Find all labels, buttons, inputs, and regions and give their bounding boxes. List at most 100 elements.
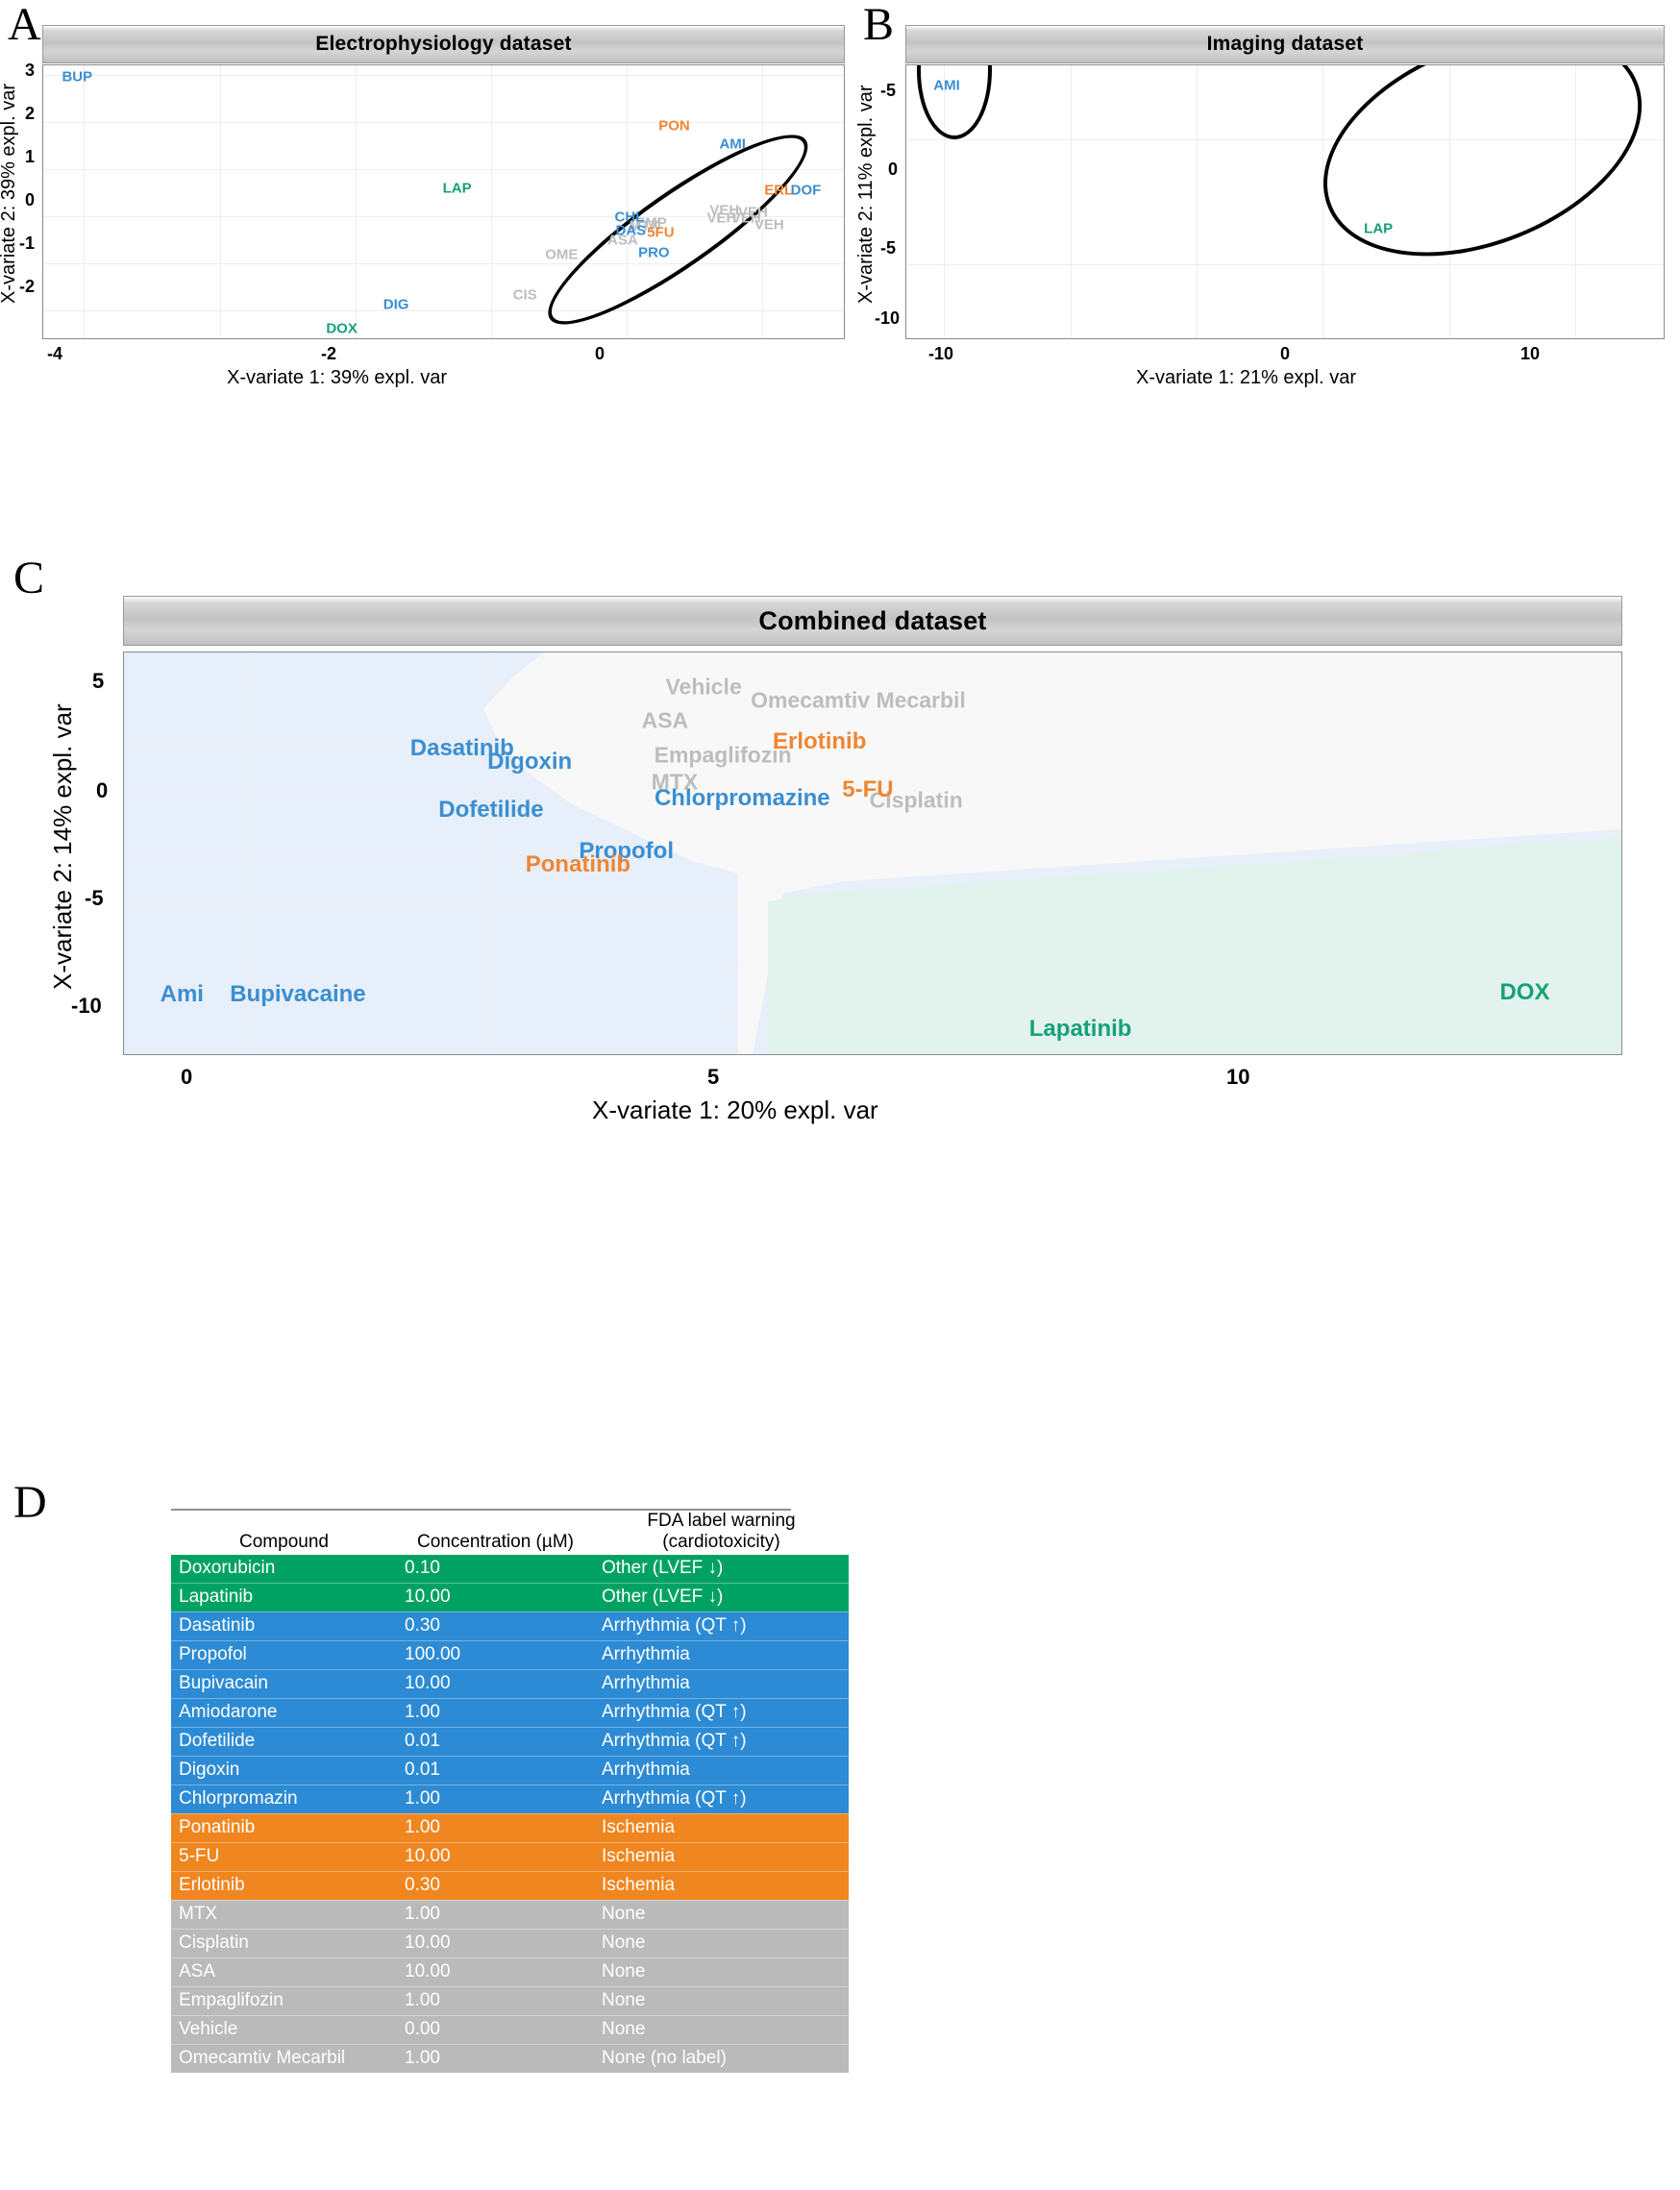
panel-letter-c: C: [13, 553, 45, 603]
cell-compound: Doxorubicin: [171, 1554, 397, 1584]
cell-concentration: 0.01: [397, 1727, 594, 1757]
panel-a-xaxis-label: X-variate 1: 39% expl. var: [227, 367, 447, 388]
cell-compound: MTX: [171, 1900, 397, 1930]
data-point-label: Omecamtiv Mecarbil: [751, 687, 966, 713]
compound-table: Compound Concentration (µM) FDA label wa…: [171, 1509, 849, 2074]
panel-a-ytick--2: -2: [19, 277, 36, 296]
panel-b-imaging: Imaging dataset OMEEMPASAVEHCHLERLMTX5FU…: [855, 25, 1665, 388]
cell-concentration: 10.00: [397, 1842, 594, 1872]
panel-c-ytick-0: 0: [96, 778, 109, 802]
panel-letter-a: A: [8, 0, 41, 50]
panel-a-ytick-2: 2: [25, 104, 36, 123]
gridline-vertical: [1070, 65, 1072, 338]
gridline-vertical: [627, 65, 629, 338]
cell-concentration: 1.00: [397, 2044, 594, 2074]
panel-letter-d: D: [13, 1477, 47, 1528]
data-point-label: ASA: [641, 707, 689, 733]
cell-concentration: 0.00: [397, 2015, 594, 2045]
data-point-label: Empaglifozin: [654, 742, 792, 768]
cell-compound: Bupivacain: [171, 1669, 397, 1699]
gridline-vertical: [84, 65, 86, 338]
table-row: ASA 10.00 None: [171, 1957, 849, 1987]
table-row: Digoxin 0.01 Arrhythmia: [171, 1756, 849, 1785]
cell-compound: Chlorpromazin: [171, 1784, 397, 1814]
cell-fda-warning: None: [594, 1929, 849, 1958]
cell-fda-warning: Arrhythmia (QT ↑): [594, 1727, 849, 1757]
table-body: Doxorubicin 0.10 Other (LVEF ↓) Lapatinib 10…: [171, 1554, 849, 2074]
panel-b-ytick--10: -10: [875, 308, 901, 328]
data-point-label: Bupivacaine: [230, 981, 366, 1008]
cell-compound: Dasatinib: [171, 1612, 397, 1641]
cell-concentration: 1.00: [397, 1900, 594, 1930]
panel-c-xtick-5: 5: [707, 1065, 720, 1089]
data-point-label: VEH: [754, 216, 784, 233]
cell-compound: Digoxin: [171, 1756, 397, 1785]
cell-fda-warning: None (no label): [594, 2044, 849, 2074]
col-header-concentration: Concentration (µM): [416, 1531, 574, 1552]
cell-fda-warning: Arrhythmia (QT ↑): [594, 1698, 849, 1728]
cell-concentration: 10.00: [397, 1583, 594, 1612]
cell-fda-warning: Arrhythmia: [594, 1669, 849, 1699]
panel-b-xaxis-label: X-variate 1: 21% expl. var: [1136, 367, 1356, 388]
data-point-label: AMI: [933, 77, 960, 94]
cell-concentration: 1.00: [397, 1698, 594, 1728]
panel-b-title: Imaging dataset: [905, 25, 1665, 63]
gridline-vertical: [219, 65, 221, 338]
data-point-label: BUP: [62, 68, 93, 86]
panel-a-ytick--1: -1: [19, 234, 36, 253]
cell-compound: Cisplatin: [171, 1929, 397, 1958]
table-row: 5-FU 10.00 Ischemia: [171, 1842, 849, 1872]
cell-compound: Dofetilide: [171, 1727, 397, 1757]
panel-a-yaxis-label: X-variate 2: 39% expl. var: [0, 84, 19, 304]
data-point-label: Ponatinib: [525, 850, 631, 877]
gridline-vertical: [944, 65, 946, 338]
gridline-horizontal: [43, 262, 844, 264]
gridline-vertical: [1448, 65, 1450, 338]
gridline-horizontal: [906, 263, 1664, 265]
cell-concentration: 0.30: [397, 1612, 594, 1641]
table-row: Doxorubicin 0.10 Other (LVEF ↓): [171, 1554, 849, 1584]
table-row: Amiodarone 1.00 Arrhythmia (QT ↑): [171, 1698, 849, 1728]
cell-compound: Vehicle: [171, 2015, 397, 2045]
gridline-horizontal: [43, 215, 844, 217]
table-row: Lapatinib 10.00 Other (LVEF ↓): [171, 1583, 849, 1612]
data-point-label: 5FU: [647, 224, 675, 241]
data-point-label: Cisplatin: [869, 787, 963, 813]
panel-b-ytick--5a: -5: [880, 81, 897, 100]
panel-a-plot-area: BUP PON AMI LAP ERL DOF VEH VEH VEH VEH VEH CHL EMP M…: [42, 64, 845, 339]
cell-fda-warning: Ischemia: [594, 1813, 849, 1843]
gridline-horizontal: [43, 121, 844, 123]
cell-compound: 5-FU: [171, 1842, 397, 1872]
data-point-label: ERL: [764, 182, 794, 199]
gridline-vertical: [490, 652, 492, 1054]
cell-compound: Empaglifozin: [171, 1986, 397, 2016]
data-point-label: DOF: [790, 182, 822, 199]
cell-concentration: 0.01: [397, 1756, 594, 1785]
col-header-fda: FDA label warning (cardiotoxicity): [594, 1509, 849, 1555]
cell-fda-warning: Arrhythmia: [594, 1756, 849, 1785]
panel-c-yaxis-label: X-variate 2: 14% expl. var: [48, 703, 77, 990]
data-point-label: VEH: [737, 204, 768, 221]
panel-c-combined: Combined dataset Vehicle Omecamtiv Mecarb…: [48, 596, 1622, 1124]
gridline-vertical: [1575, 65, 1577, 338]
data-point-label: VEH: [730, 209, 761, 227]
data-point-label: Chlorpromazine: [654, 785, 830, 811]
panel-b-xtick--10: -10: [928, 344, 954, 363]
data-point-label: VEH: [709, 202, 740, 219]
cell-fda-warning: Ischemia: [594, 1871, 849, 1901]
data-point-label: MTX: [651, 769, 699, 795]
data-point-label: DOX: [326, 320, 358, 337]
data-point-label: CHL: [614, 209, 645, 226]
cell-fda-warning: Arrhythmia: [594, 1640, 849, 1670]
panel-a-ytick-3: 3: [25, 61, 36, 80]
cell-fda-warning: Arrhythmia (QT ↑): [594, 1784, 849, 1814]
col-header-fda-line1: FDA label warning: [647, 1511, 796, 1531]
table-row: MTX 1.00 None: [171, 1900, 849, 1930]
cell-compound: Lapatinib: [171, 1583, 397, 1612]
cell-concentration: 1.00: [397, 1813, 594, 1843]
cell-concentration: 10.00: [397, 1957, 594, 1987]
cell-fda-warning: Other (LVEF ↓): [594, 1554, 849, 1584]
gridline-vertical: [1197, 65, 1198, 338]
panel-c-plot-area: Vehicle Omecamtiv Mecarbil ASA Erlotinib Emp…: [123, 652, 1622, 1055]
panel-c-title: Combined dataset: [123, 596, 1622, 646]
